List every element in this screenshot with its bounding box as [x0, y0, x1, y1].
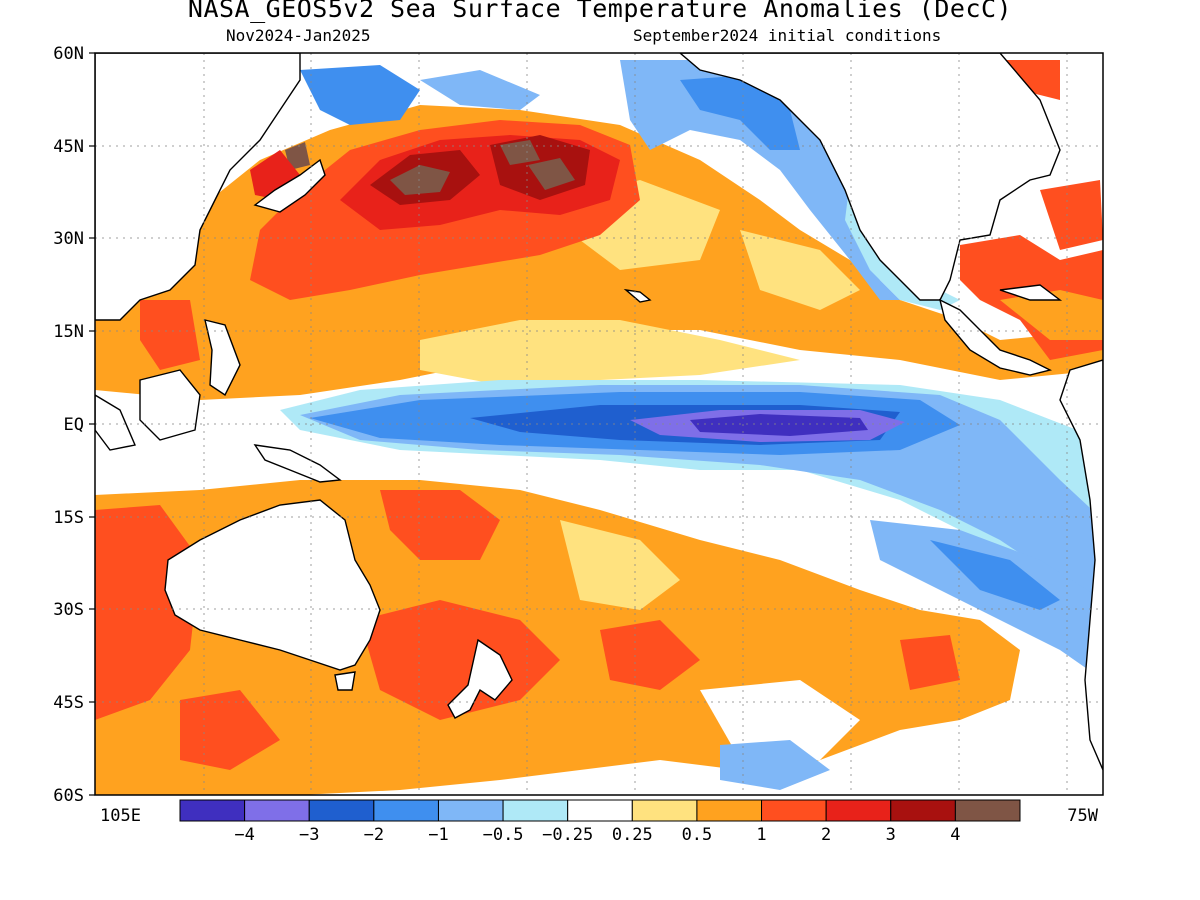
new-zealand	[447, 638, 513, 719]
colorbar-tick-label: 1	[756, 825, 766, 845]
colorbar-tick-label: 2	[821, 825, 831, 845]
colorbar-swatch	[179, 799, 246, 822]
borneo	[139, 369, 201, 441]
colorbar-swatch	[825, 799, 892, 822]
central-america	[938, 298, 1053, 376]
colorbar-swatch	[890, 799, 956, 822]
forecast-period: Nov2024-Jan2025	[226, 26, 371, 45]
graticule	[95, 53, 1103, 795]
colorbar-swatch	[502, 799, 569, 822]
asia-mainland	[95, 53, 301, 321]
lon-left-label: 105E	[100, 806, 141, 826]
colorbar-swatch	[631, 799, 698, 822]
australia	[164, 499, 381, 671]
colorbar-swatch	[437, 799, 504, 822]
lat-ticks	[89, 52, 95, 796]
colorbar	[179, 799, 1021, 822]
lat-label: 45S	[53, 693, 84, 713]
colorbar-tick-label: 3	[886, 825, 896, 845]
lat-label: 30N	[53, 229, 84, 249]
colorbar-swatch	[954, 799, 1021, 822]
colorbar-tick-label: −1	[428, 825, 448, 845]
tasmania	[334, 671, 356, 691]
lat-label: 45N	[53, 137, 84, 157]
new-guinea	[253, 444, 342, 483]
colorbar-swatch	[567, 799, 633, 822]
lat-label: 60N	[53, 44, 84, 64]
lat-label: 15N	[53, 322, 84, 342]
sumatra	[95, 394, 136, 451]
colorbar-tick-label: −3	[299, 825, 319, 845]
colorbar-tick-label: 0.25	[612, 825, 653, 845]
colorbar-tick-label: −4	[234, 825, 254, 845]
colorbar-tick-label: −2	[364, 825, 384, 845]
colorbar-tick-label: 4	[950, 825, 960, 845]
south-america	[1059, 359, 1103, 771]
colorbar-tick-label: −0.5	[483, 825, 524, 845]
colorbar-tick-label: 0.5	[682, 825, 713, 845]
colorbar-swatch	[373, 799, 439, 822]
philippines	[204, 319, 241, 397]
map-title: NASA_GEOS5v2 Sea Surface Temperature Ano…	[187, 0, 1013, 23]
latitude-labels: 60N 45N 30N 15N EQ 15S 30S 45S 60S	[53, 44, 84, 806]
colorbar-swatch	[244, 799, 310, 822]
initial-conditions: September2024 initial conditions	[633, 26, 942, 45]
colorbar-swatch	[308, 799, 375, 822]
colorbar-labels: −4 −3 −2 −1 −0.5 −0.25 0.25 0.5 1 2 3 4	[234, 825, 960, 845]
lon-right-label: 75W	[1067, 806, 1098, 826]
colorbar-tick-label: −0.25	[542, 825, 593, 845]
lat-label: 30S	[53, 600, 84, 620]
colorbar-swatch	[696, 799, 763, 822]
japan	[253, 158, 326, 213]
lat-label: 60S	[53, 786, 84, 806]
lat-label: EQ	[64, 415, 84, 435]
cuba	[999, 284, 1063, 301]
lat-label: 15S	[53, 508, 84, 528]
colorbar-swatch	[761, 799, 827, 822]
